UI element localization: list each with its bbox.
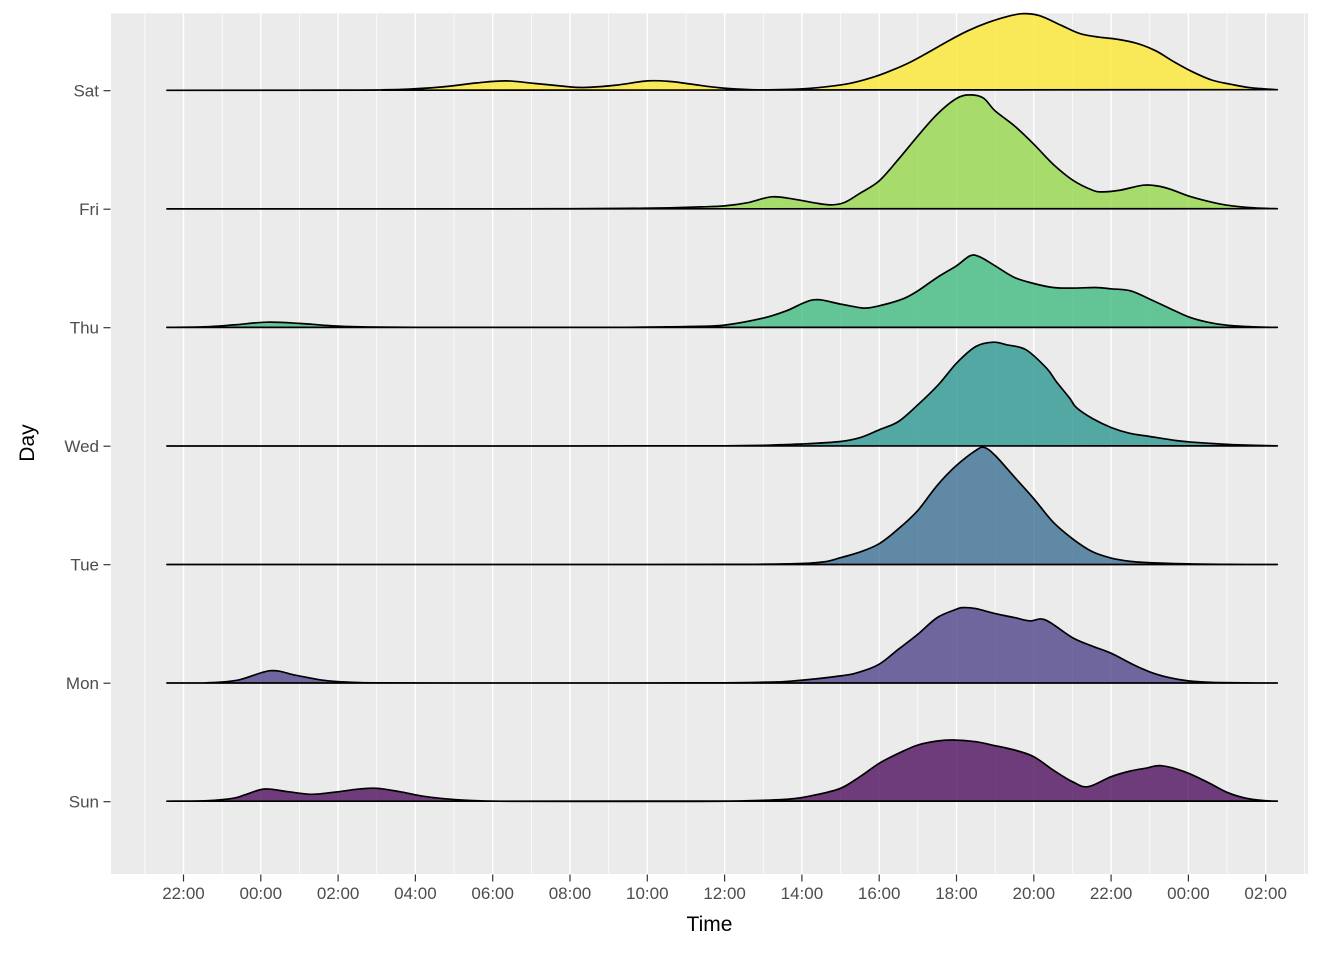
x-tick-label: 22:00 (162, 884, 205, 903)
x-tick-label: 04:00 (394, 884, 437, 903)
y-tick-label: Fri (79, 200, 99, 219)
x-tick-label: 06:00 (471, 884, 514, 903)
y-tick-label: Tue (70, 556, 99, 575)
y-tick-label: Sat (73, 82, 99, 101)
x-tick-label: 02:00 (1244, 884, 1287, 903)
x-tick-label: 08:00 (549, 884, 592, 903)
x-tick-label: 12:00 (703, 884, 746, 903)
x-tick-label: 02:00 (317, 884, 360, 903)
x-tick-label: 10:00 (626, 884, 669, 903)
x-tick-label: 22:00 (1090, 884, 1133, 903)
y-tick-label: Thu (70, 319, 99, 338)
ridge-fri (166, 94, 1279, 210)
x-tick-label: 16:00 (858, 884, 901, 903)
x-tick-label: 00:00 (240, 884, 283, 903)
x-tick-label: 00:00 (1167, 884, 1210, 903)
x-tick-label: 14:00 (781, 884, 824, 903)
ridge-wed (166, 341, 1279, 447)
y-tick-label: Wed (64, 437, 99, 456)
ridge-thu (166, 254, 1279, 329)
x-axis-title: Time (686, 913, 733, 936)
x-tick-label: 18:00 (935, 884, 978, 903)
y-axis-title: Day (16, 424, 39, 462)
y-tick-label: Sun (69, 793, 99, 812)
ridge-sat (166, 12, 1279, 92)
x-tick-label: 20:00 (1013, 884, 1056, 903)
y-tick-label: Mon (66, 674, 99, 693)
ridge-sun (166, 739, 1279, 803)
ridge-mon (166, 606, 1279, 684)
ridge-tue (166, 446, 1279, 566)
